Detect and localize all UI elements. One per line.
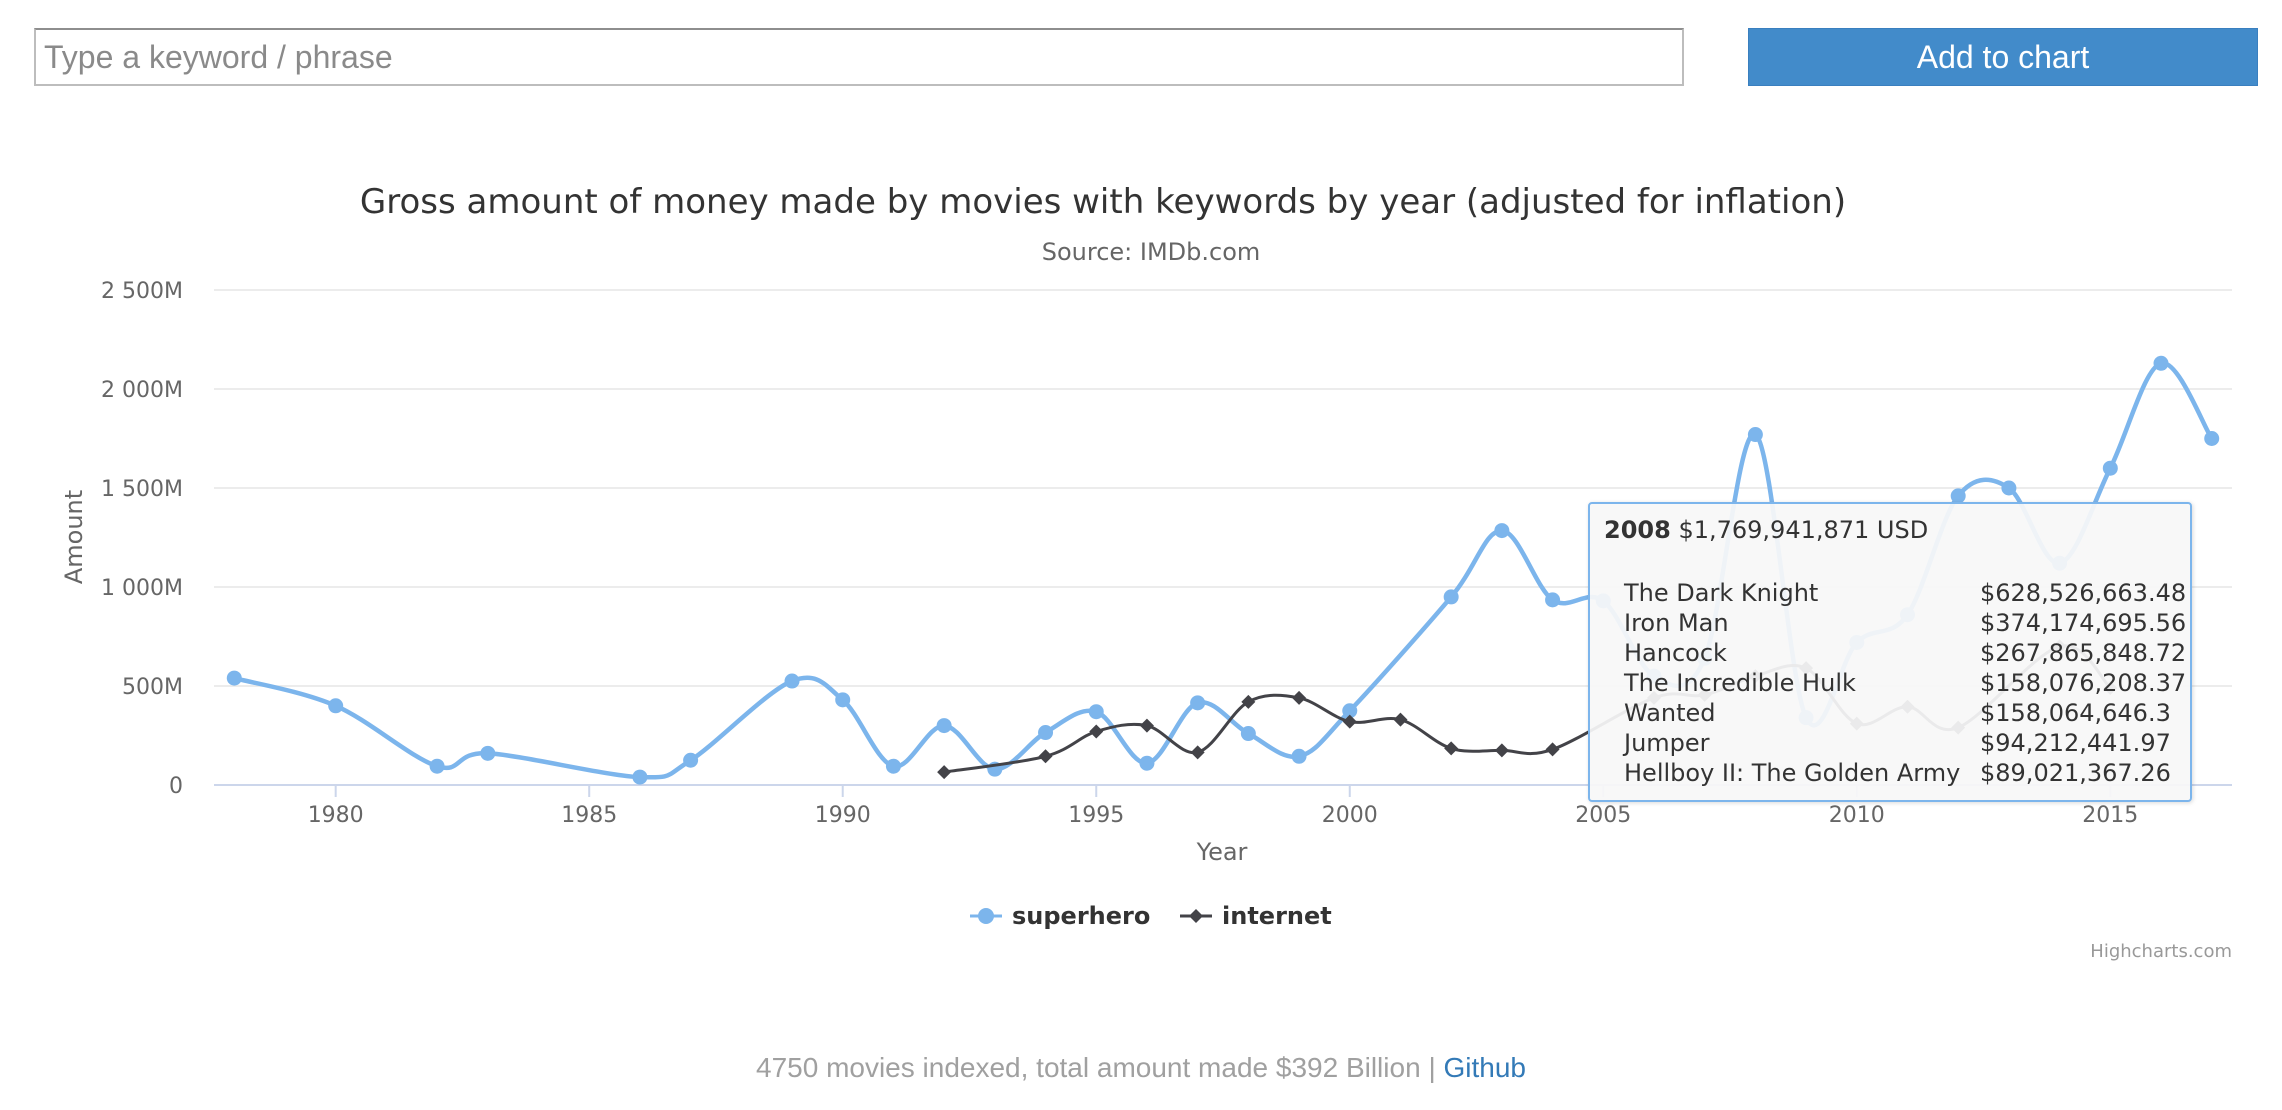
axes: 0 500M 1 000M 1 500M 2 000M 2 500M 1980 1985 199…: [101, 279, 2232, 828]
tooltip-year: 2008: [1604, 516, 1671, 544]
superhero-point: [1088, 704, 1104, 720]
tooltip-movie-row: The Incredible Hulk $158,076,208.37: [1624, 669, 2186, 699]
x-tick-label: 2005: [1575, 803, 1631, 828]
tooltip-movie-row: Wanted $158,064,646.3: [1624, 699, 2180, 729]
credits-link[interactable]: Highcharts.com: [2090, 941, 2232, 962]
tooltip-movie-value: $374,174,695.56: [1980, 609, 2187, 637]
internet-point: [1292, 690, 1307, 705]
tooltip-movie-name: Iron Man: [1624, 609, 1729, 637]
keyword-input[interactable]: [34, 28, 1684, 86]
search-bar: Add to chart: [0, 0, 2282, 110]
github-link[interactable]: Github: [1443, 1052, 1527, 1083]
tooltip-movie-value: $628,526,663.48: [1980, 579, 2187, 607]
y-tick-label: 2 500M: [101, 279, 183, 304]
superhero-point: [2102, 460, 2118, 476]
tooltip-movie-row: Iron Man $374,174,695.56: [1624, 609, 2186, 639]
internet-point: [1494, 743, 1509, 758]
x-tick-label: 1990: [815, 803, 871, 828]
x-tick-label: 1995: [1068, 803, 1124, 828]
x-tick-label: 1980: [308, 803, 364, 828]
tooltip-movie-name: Hancock: [1624, 639, 1727, 667]
x-tick-label: 2010: [1829, 803, 1885, 828]
y-axis-title: Amount: [60, 490, 88, 584]
internet-point: [1342, 714, 1357, 729]
tooltip-movie-name: The Dark Knight: [1624, 579, 1819, 607]
superhero-point: [632, 769, 648, 785]
legend-item-internet[interactable]: internet: [1180, 902, 1332, 930]
tooltip-movie-name: Jumper: [1624, 729, 1710, 757]
footer: 4750 movies indexed, total amount made $…: [0, 1052, 2282, 1084]
internet-point: [1038, 749, 1053, 764]
y-tick-label: 500M: [122, 675, 183, 700]
chart-container: Gross amount of money made by movies wit…: [0, 160, 2282, 980]
internet-point: [1089, 724, 1104, 739]
tooltip-movie-name: The Incredible Hulk: [1624, 669, 1856, 697]
superhero-point: [480, 745, 496, 761]
x-tick-label: 2000: [1322, 803, 1378, 828]
superhero-point: [2153, 355, 2169, 371]
data-tooltip: 2008 $1,769,941,871 USD The Dark Knight $…: [1588, 502, 2192, 802]
tooltip-movie-name: Hellboy II: The Golden Army: [1624, 759, 1961, 787]
internet-point: [1139, 718, 1154, 733]
tooltip-movie-value: $89,021,367.26: [1980, 759, 2171, 787]
superhero-point: [1342, 703, 1358, 719]
superhero-point: [1950, 488, 1966, 504]
superhero-point: [835, 692, 851, 708]
internet-point: [1241, 694, 1256, 709]
superhero-point: [226, 670, 242, 686]
footer-stats: 4750 movies indexed, total amount made $…: [756, 1052, 1421, 1083]
superhero-point: [683, 752, 699, 768]
superhero-point: [1038, 725, 1054, 741]
superhero-point: [1139, 755, 1155, 771]
superhero-point: [1190, 695, 1206, 711]
superhero-point: [1291, 748, 1307, 764]
y-tick-label: 1 500M: [101, 477, 183, 502]
add-to-chart-button[interactable]: Add to chart: [1748, 28, 2258, 86]
internet-point: [1545, 742, 1560, 757]
y-tick-label: 1 000M: [101, 576, 183, 601]
internet-point: [937, 765, 952, 780]
y-tick-label: 2 000M: [101, 378, 183, 403]
x-tick-label: 2015: [2082, 803, 2138, 828]
superhero-point: [885, 758, 901, 774]
internet-point: [1444, 741, 1459, 756]
y-tick-label: 0: [169, 774, 183, 799]
chart-title: Gross amount of money made by movies wit…: [360, 182, 1846, 222]
tooltip-movie-row: Hancock $267,865,848.72: [1624, 639, 2186, 669]
superhero-point: [429, 758, 445, 774]
tooltip-movie-value: $94,212,441.97: [1980, 729, 2171, 757]
superhero-point: [2204, 431, 2220, 446]
internet-point: [1393, 712, 1408, 727]
legend-label: internet: [1222, 902, 1332, 930]
legend-marker: [1189, 909, 1203, 923]
superhero-point: [1240, 726, 1256, 742]
legend-item-superhero[interactable]: superhero: [970, 902, 1150, 930]
tooltip-movie-row: Jumper $94,212,441.97: [1624, 729, 2180, 759]
tooltip-header: 2008 $1,769,941,871 USD: [1604, 516, 1928, 544]
superhero-point: [784, 673, 800, 689]
tooltip-movie-row: Hellboy II: The Golden Army $89,021,367.2…: [1624, 759, 2180, 789]
legend-label: superhero: [1012, 902, 1150, 930]
tooltip-total: $1,769,941,871 USD: [1678, 516, 1929, 544]
legend: superhero internet: [970, 902, 1332, 930]
footer-separator: |: [1428, 1052, 1436, 1083]
superhero-point: [936, 718, 952, 734]
superhero-point: [2001, 480, 2017, 496]
x-axis-title: Year: [1196, 838, 1248, 866]
tooltip-movie-value: $158,076,208.37: [1980, 669, 2187, 697]
internet-point: [1190, 745, 1205, 760]
x-tick-label: 1985: [561, 803, 617, 828]
tooltip-movie-value: $158,064,646.3: [1980, 699, 2171, 727]
superhero-point: [1494, 523, 1510, 539]
superhero-point: [328, 698, 344, 714]
tooltip-movie-name: Wanted: [1624, 699, 1716, 727]
legend-marker: [978, 908, 994, 924]
superhero-point: [1545, 592, 1561, 608]
superhero-point: [1747, 427, 1763, 443]
superhero-point: [1443, 589, 1459, 605]
chart-subtitle: Source: IMDb.com: [1042, 238, 1261, 266]
tooltip-movie-row: The Dark Knight $628,526,663.48: [1624, 579, 2186, 609]
tooltip-movie-value: $267,865,848.72: [1980, 639, 2187, 667]
